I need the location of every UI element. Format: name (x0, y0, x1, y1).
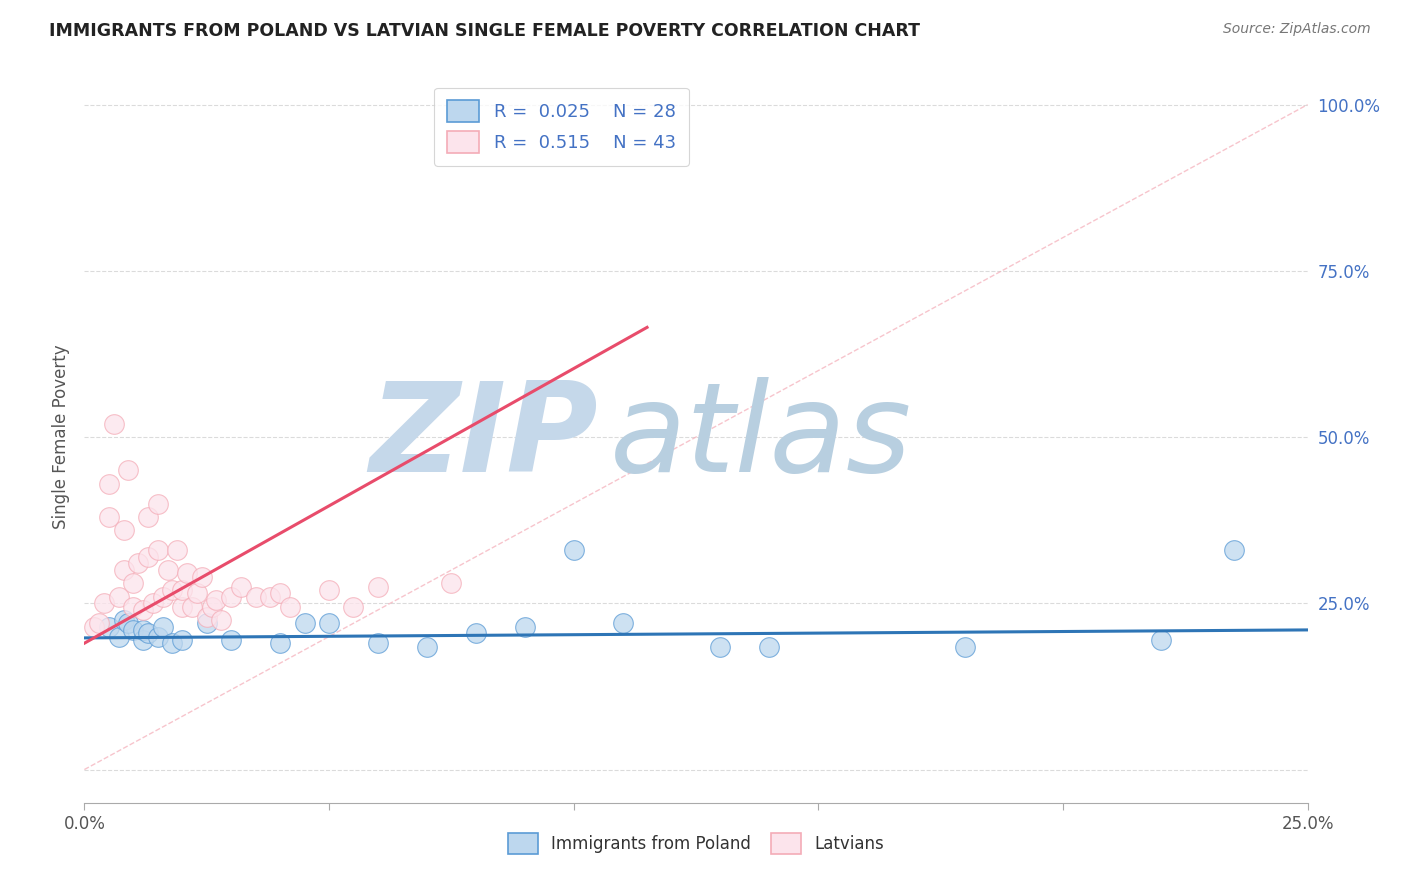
Point (176, 566, 198, 581)
Point (162, 582, 184, 597)
Point (953, 640, 976, 654)
Point (200, 599, 222, 614)
Text: Source: ZipAtlas.com: Source: ZipAtlas.com (1223, 22, 1371, 37)
Legend: Immigrants from Poland, Latvians: Immigrants from Poland, Latvians (501, 827, 891, 860)
Point (172, 632, 194, 647)
Point (166, 543, 188, 558)
Point (318, 582, 340, 597)
Text: atlas: atlas (610, 376, 912, 498)
Point (93, 596, 115, 610)
Point (758, 640, 780, 654)
Point (83, 619, 105, 633)
Point (97, 509, 120, 524)
Point (162, 636, 184, 650)
Point (107, 590, 129, 604)
Point (191, 570, 214, 584)
Point (1150, 632, 1173, 647)
Point (132, 623, 155, 637)
Point (318, 616, 340, 631)
Point (172, 582, 194, 597)
Point (146, 497, 169, 511)
Point (1223, 543, 1246, 558)
Y-axis label: Single Female Poverty: Single Female Poverty (52, 345, 70, 529)
Point (367, 580, 389, 594)
Point (136, 549, 159, 564)
Point (132, 603, 155, 617)
Point (156, 563, 179, 577)
Point (136, 626, 159, 640)
Point (219, 590, 242, 604)
Point (172, 599, 194, 614)
Point (278, 599, 301, 614)
Point (127, 557, 149, 571)
Point (562, 543, 585, 558)
Point (259, 590, 281, 604)
Point (117, 463, 139, 477)
Point (195, 609, 218, 624)
Point (136, 509, 159, 524)
Point (181, 599, 204, 614)
Point (122, 599, 145, 614)
Point (97, 476, 120, 491)
Point (612, 616, 634, 631)
Point (195, 616, 218, 631)
Point (122, 623, 145, 637)
Point (367, 636, 389, 650)
Point (205, 593, 228, 607)
Point (107, 630, 129, 644)
Point (269, 636, 291, 650)
Point (122, 576, 145, 591)
Point (709, 640, 731, 654)
Point (132, 632, 155, 647)
Point (416, 640, 439, 654)
Point (112, 613, 135, 627)
Point (245, 590, 267, 604)
Point (229, 580, 252, 594)
Point (219, 632, 242, 647)
Text: ZIP: ZIP (370, 376, 598, 498)
Point (152, 590, 174, 604)
Point (269, 586, 291, 600)
Point (440, 576, 463, 591)
Point (87, 616, 110, 631)
Point (142, 596, 165, 610)
Point (117, 616, 139, 631)
Point (112, 563, 135, 577)
Point (103, 417, 125, 431)
Point (294, 616, 316, 631)
Point (152, 619, 174, 633)
Point (112, 523, 135, 537)
Point (97, 619, 120, 633)
Point (146, 543, 169, 558)
Point (186, 586, 208, 600)
Point (146, 630, 169, 644)
Point (513, 619, 536, 633)
Point (342, 599, 364, 614)
Point (464, 626, 486, 640)
Text: IMMIGRANTS FROM POLAND VS LATVIAN SINGLE FEMALE POVERTY CORRELATION CHART: IMMIGRANTS FROM POLAND VS LATVIAN SINGLE… (49, 22, 920, 40)
Point (209, 613, 232, 627)
